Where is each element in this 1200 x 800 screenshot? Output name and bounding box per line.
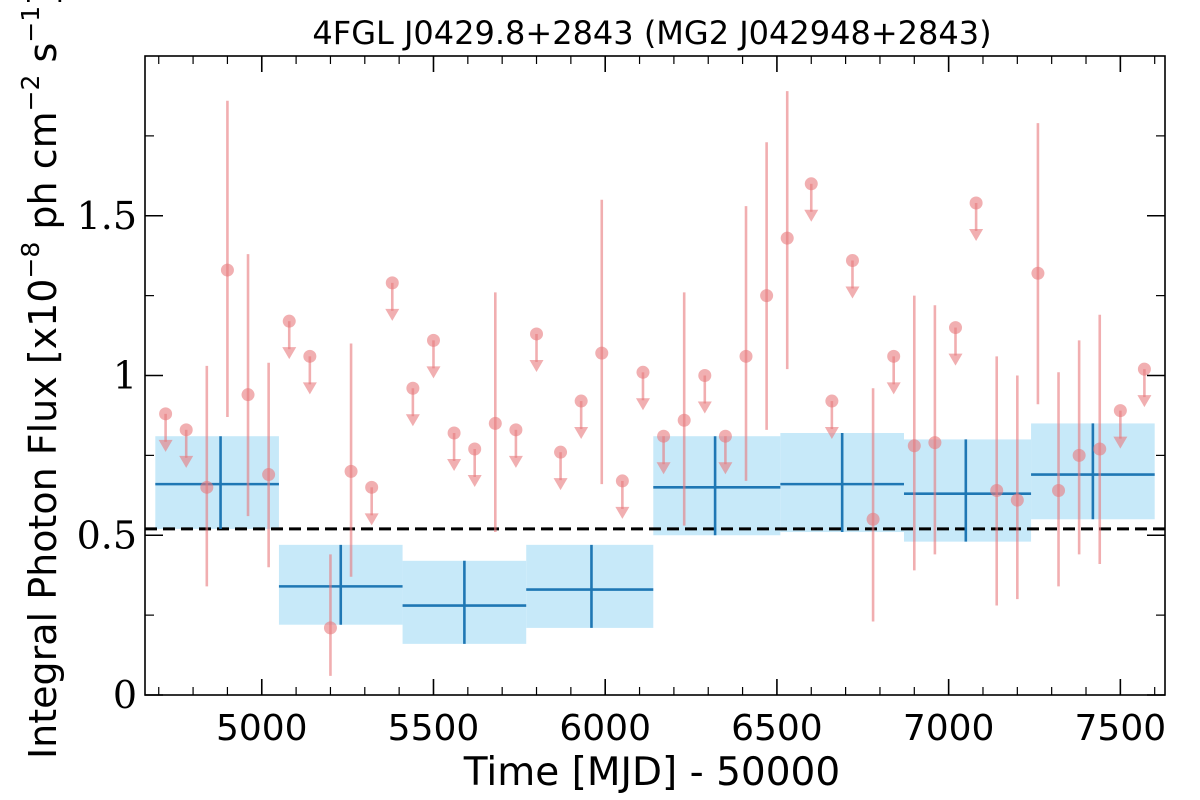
bin-band	[526, 544, 654, 628]
data-point	[241, 388, 255, 402]
upper-limit-arrow	[508, 455, 523, 468]
data-point	[406, 381, 420, 395]
data-point	[159, 407, 173, 421]
data-point	[907, 439, 921, 453]
upper-limit-arrow	[574, 427, 589, 440]
data-point	[866, 512, 880, 526]
upper-limit-arrow	[158, 439, 173, 452]
bin-band	[903, 439, 1032, 542]
data-point	[303, 349, 317, 363]
y-tick-label: 1	[113, 354, 137, 398]
data-point	[282, 314, 296, 328]
data-point	[468, 442, 482, 456]
data-point	[739, 349, 753, 363]
data-point	[677, 413, 691, 427]
data-point	[990, 484, 1004, 498]
data-point	[804, 177, 818, 191]
data-point	[845, 253, 859, 267]
upper-limit-arrow	[824, 427, 839, 440]
data-point	[595, 346, 609, 360]
data-point	[949, 321, 963, 335]
axes: 5000 5500 6000 6500 7000 7500 0 0.5 1 1.5	[77, 55, 1167, 749]
bin-band	[653, 436, 781, 536]
data-point	[344, 464, 358, 478]
data-point	[554, 445, 568, 459]
data-point	[718, 429, 732, 443]
data-point	[760, 289, 774, 303]
upper-limit-arrow	[804, 209, 819, 222]
upper-limit-arrow	[302, 382, 317, 395]
y-axis-label: Integral Photon Flux [x10−8 ph cm−2 s−1]	[16, 0, 65, 759]
x-tick-label: 5500	[388, 708, 480, 749]
data-point	[1072, 448, 1086, 462]
bin-band	[155, 436, 279, 529]
upper-limit-arrow	[615, 506, 630, 519]
data-point	[615, 474, 629, 488]
data-point	[574, 394, 588, 408]
x-tick-label: 7500	[1075, 708, 1167, 749]
data-point	[1093, 442, 1107, 456]
data-point	[530, 327, 544, 341]
data-point	[1113, 404, 1127, 418]
upper-limit-arrow	[1137, 395, 1152, 408]
upper-limit-arrow	[282, 347, 297, 360]
data-point	[262, 468, 276, 482]
data-point	[657, 429, 671, 443]
data-point	[698, 369, 712, 382]
upper-limit-arrow	[1113, 436, 1128, 449]
data-point	[220, 263, 234, 277]
data-point	[200, 480, 214, 494]
data-point	[1010, 493, 1024, 507]
y-tick-label: 0.5	[77, 513, 137, 557]
chart-title: 4FGL J0429.8+2843 (MG2 J042948+2843)	[312, 14, 991, 52]
data-point	[509, 423, 523, 437]
x-tick-label: 5000	[216, 708, 308, 749]
data-point	[426, 333, 440, 347]
data-point	[780, 231, 794, 245]
upper-limit-arrow	[969, 228, 984, 241]
data-point	[1137, 362, 1151, 376]
upper-limit-arrow	[364, 513, 379, 526]
upper-limit-arrow	[385, 308, 400, 321]
x-tick-label: 6000	[559, 708, 651, 749]
data-point	[385, 276, 399, 290]
upper-limit-arrow	[405, 414, 420, 427]
data-point	[1052, 484, 1066, 498]
upper-limit-arrow	[948, 353, 963, 366]
upper-limit-arrow	[845, 286, 860, 299]
upper-limit-arrow	[656, 462, 671, 475]
upper-limit-arrow	[467, 474, 482, 487]
upper-limit-arrow	[697, 401, 712, 414]
upper-limit-arrow	[718, 462, 733, 475]
upper-limit-arrow	[179, 455, 194, 468]
data-point	[928, 436, 942, 450]
data-point	[323, 621, 337, 635]
data-point	[488, 416, 502, 430]
data-point	[447, 426, 461, 440]
y-tick-label: 1.5	[77, 194, 137, 238]
upper-limit-arrow	[886, 382, 901, 395]
data-point	[969, 196, 983, 210]
data-point	[179, 423, 193, 437]
data-point	[636, 365, 650, 379]
upper-limit-arrow	[635, 398, 650, 411]
upper-limit-arrow	[529, 359, 544, 372]
x-tick-label: 7000	[903, 708, 995, 749]
x-axis-label: Time [MJD] - 50000	[463, 750, 840, 795]
data-point	[825, 394, 839, 408]
upper-limit-arrow	[447, 459, 462, 472]
upper-limit-arrow	[553, 478, 568, 491]
data-point	[1031, 266, 1045, 280]
y-tick-label: 0	[113, 673, 137, 717]
data-point	[887, 349, 901, 363]
upper-limit-arrow	[426, 366, 441, 379]
x-tick-label: 6500	[731, 708, 823, 749]
plot-area	[145, 91, 1165, 676]
data-point	[365, 480, 379, 494]
